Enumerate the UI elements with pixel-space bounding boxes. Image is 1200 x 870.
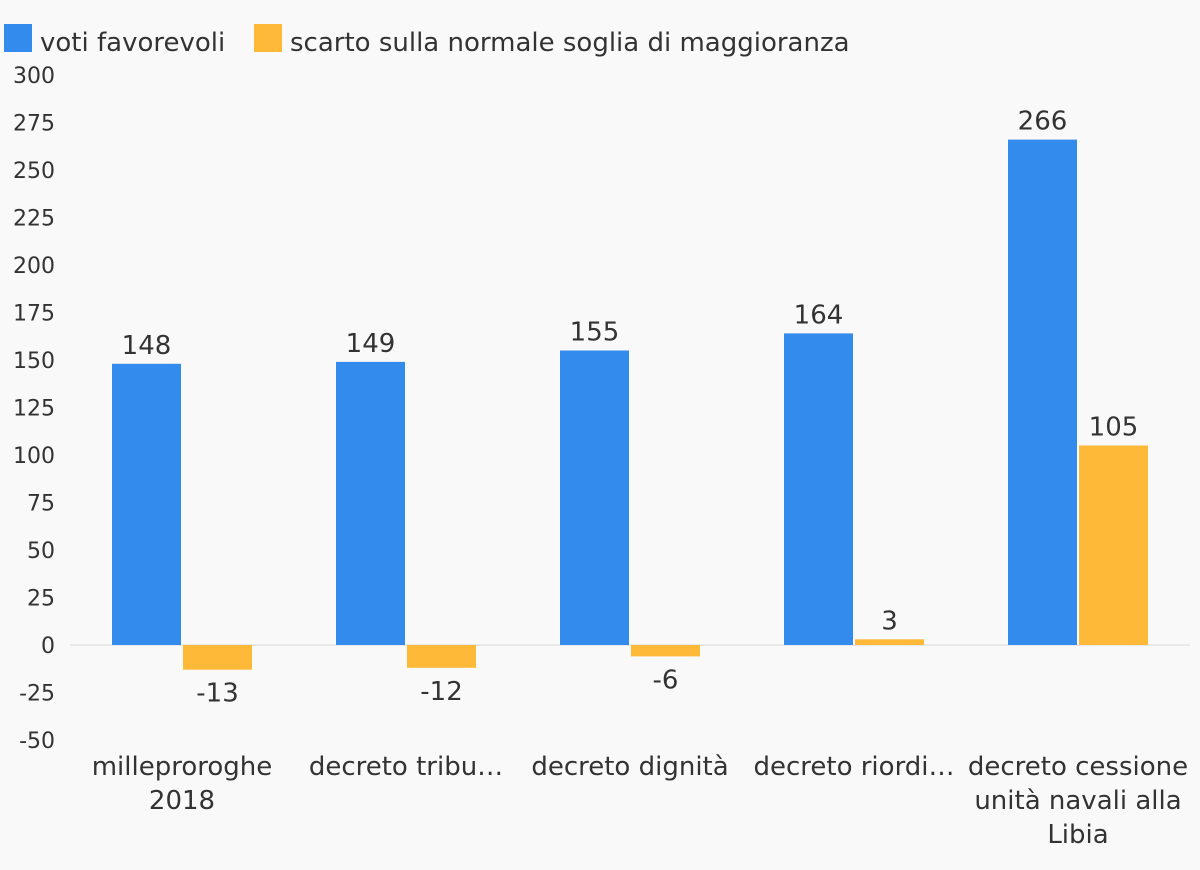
y-tick-label: 250 — [13, 159, 55, 184]
bar-voti-favorevoli — [1008, 139, 1077, 645]
data-label: 155 — [570, 318, 620, 348]
x-category-label: milleproroghe 2018 — [92, 752, 273, 816]
data-label: 148 — [122, 331, 172, 361]
y-tick-label: 0 — [41, 634, 55, 659]
bar-scarto — [1079, 445, 1148, 645]
y-tick-label: 275 — [13, 112, 55, 137]
legend-swatch-voti-favorevoli — [4, 24, 32, 52]
y-tick-label: 50 — [27, 539, 55, 564]
legend-swatch-scarto — [254, 24, 282, 52]
y-tick-label: -50 — [19, 729, 55, 754]
data-label: 3 — [881, 606, 898, 636]
bar-voti-favorevoli — [336, 361, 405, 645]
y-tick-label: 100 — [13, 444, 55, 469]
data-label: 105 — [1089, 413, 1139, 443]
y-tick-label: 200 — [13, 254, 55, 279]
data-label: 149 — [346, 329, 396, 359]
y-tick-label: 75 — [27, 492, 55, 517]
bar-scarto — [631, 645, 700, 657]
y-tick-label: 125 — [13, 397, 55, 422]
y-tick-label: -25 — [19, 682, 55, 707]
legend-label-voti-favorevoli: voti favorevoli — [40, 28, 225, 58]
y-tick-label: 175 — [13, 302, 55, 327]
x-category-label: decreto riordi… — [753, 752, 954, 782]
y-tick-label: 225 — [13, 207, 55, 232]
bar-scarto — [855, 639, 924, 645]
x-axis: milleproroghe 2018 decreto tribu… decreto d… — [92, 752, 1188, 850]
legend-label-scarto: scarto sulla normale soglia di maggioran… — [290, 28, 850, 58]
y-tick-label: 25 — [27, 587, 55, 612]
data-label: -6 — [653, 665, 679, 695]
data-label: 266 — [1018, 107, 1068, 137]
data-label: -13 — [196, 679, 238, 709]
bar-scarto — [183, 645, 252, 670]
bar-voti-favorevoli — [112, 363, 181, 645]
bar-voti-favorevoli — [784, 333, 853, 645]
bar-voti-favorevoli — [560, 350, 629, 645]
data-label: 164 — [794, 300, 844, 330]
data-label: -12 — [420, 677, 462, 707]
bars — [112, 139, 1148, 670]
bar-scarto — [407, 645, 476, 668]
x-category-label: decreto cessione unità navali alla Libia — [968, 752, 1188, 850]
legend: voti favorevoli scarto sulla normale sog… — [4, 24, 850, 58]
data-labels: 148 -13 149 -12 155 -6 164 3 266 105 — [122, 107, 1139, 709]
y-tick-label: 150 — [13, 349, 55, 374]
y-tick-label: 300 — [13, 64, 55, 89]
x-category-label: decreto tribu… — [309, 752, 503, 782]
x-category-label: decreto dignità — [531, 752, 728, 782]
